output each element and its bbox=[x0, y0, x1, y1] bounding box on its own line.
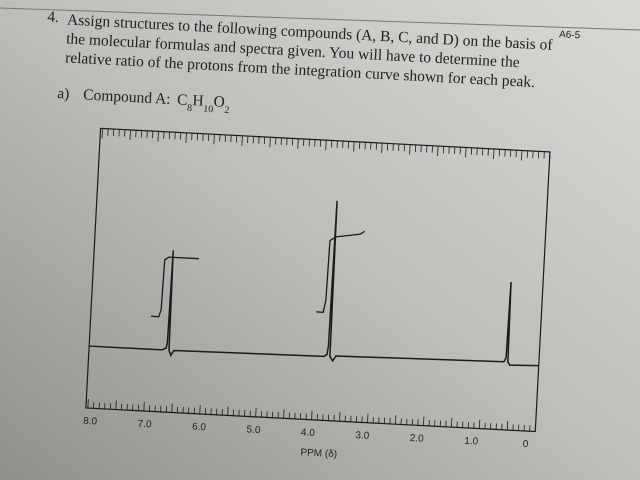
formula-part: C bbox=[177, 91, 188, 109]
spectrum bbox=[85, 127, 551, 433]
formula-part: 10 bbox=[203, 103, 214, 115]
axis-tick-label: 7.0 bbox=[137, 419, 152, 431]
bottom-ruler bbox=[87, 399, 531, 432]
ppm-axis: 8.0 7.0 6.0 5.0 4.0 3.0 2.0 1.0 0 bbox=[83, 416, 529, 450]
integration-curve bbox=[316, 230, 365, 313]
axis-tick-label: 4.0 bbox=[301, 427, 316, 439]
page-content: A6-5 4. Assign structures to the followi… bbox=[47, 8, 581, 460]
axis-tick-label: 2.0 bbox=[409, 433, 424, 445]
header-rule bbox=[0, 7, 640, 31]
formula-part: O bbox=[213, 93, 225, 111]
axis-tick-label: 0 bbox=[523, 439, 530, 450]
axis-tick-label: 6.0 bbox=[192, 422, 207, 434]
top-ruler bbox=[101, 128, 545, 161]
formula-part: 2 bbox=[224, 104, 230, 115]
formula-part: 8 bbox=[187, 102, 193, 113]
integration-curve bbox=[150, 256, 199, 318]
formula: C8H10O2 bbox=[176, 91, 230, 115]
page-number: A6-5 bbox=[559, 29, 581, 41]
axis-label: PPM (δ) bbox=[300, 447, 337, 460]
spectrum-frame bbox=[85, 127, 551, 433]
spectrum-trace bbox=[89, 200, 539, 367]
axis-tick-label: 5.0 bbox=[246, 424, 261, 436]
formula-part: H bbox=[192, 92, 204, 110]
axis-tick-label: 1.0 bbox=[464, 436, 479, 448]
axis-tick-label: 8.0 bbox=[83, 416, 98, 428]
axis-tick-label: 3.0 bbox=[355, 430, 370, 442]
question-number: 4. bbox=[47, 8, 59, 26]
compound-name: Compound A: bbox=[83, 86, 171, 108]
part-label: a) bbox=[57, 85, 70, 103]
